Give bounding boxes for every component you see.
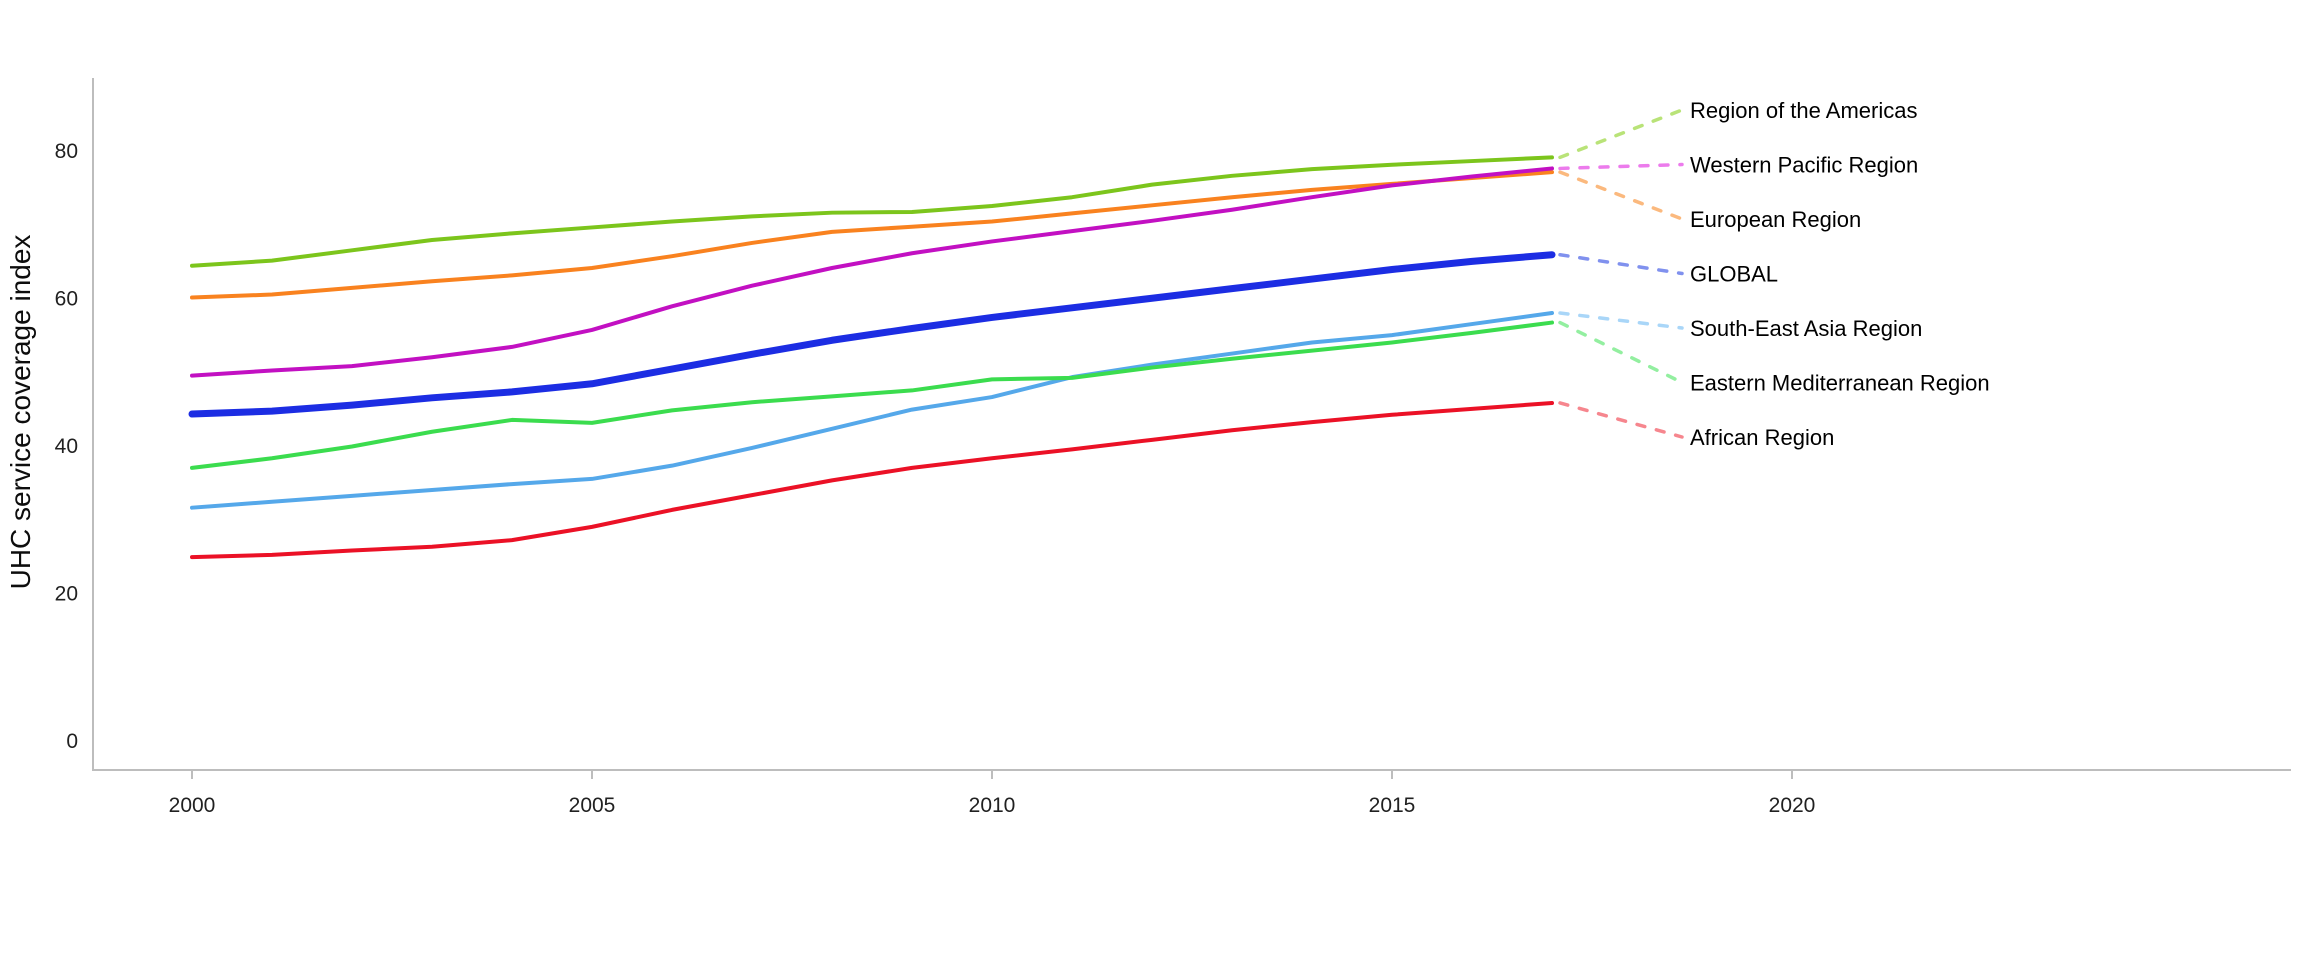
axes (92, 78, 2291, 771)
x-tick-label: 2000 (169, 794, 216, 817)
series-label-1: Region of the Americas (1690, 98, 1917, 123)
y-tick-label: 0 (66, 730, 78, 753)
series-line-5 (190, 310, 1554, 510)
leader-line-6 (1558, 320, 1684, 385)
leader-line-1 (1558, 108, 1684, 160)
y-tick-label: 60 (55, 288, 78, 311)
y-axis-ticks: 0 20 40 60 80 (55, 140, 78, 753)
series-label-6: Eastern Mediterranean Region (1690, 371, 1990, 396)
series-line-6 (190, 320, 1554, 470)
y-tick-label: 40 (55, 435, 78, 458)
series-lines (188, 155, 1556, 560)
series-line-4 (188, 251, 1556, 418)
x-tick-label: 2010 (969, 794, 1016, 817)
series-line-2 (190, 166, 1554, 378)
y-axis-title: UHC service coverage index (5, 235, 36, 590)
series-line-7 (190, 400, 1554, 560)
series-line-3 (190, 170, 1554, 300)
leader-line-3 (1558, 170, 1684, 221)
x-tick-label: 2015 (1369, 794, 1416, 817)
series-label-3: European Region (1690, 207, 1861, 232)
leader-line-7 (1558, 401, 1684, 439)
leader-line-4 (1558, 252, 1684, 276)
x-axis-ticks: 2000 2005 2010 2015 2020 (169, 770, 1816, 817)
x-tick-label: 2005 (569, 794, 616, 817)
x-tick-label: 2020 (1769, 794, 1816, 817)
leader-lines (1558, 108, 1684, 439)
series-label-7: African Region (1690, 425, 1834, 450)
leader-line-5 (1558, 311, 1684, 330)
series-label-4: GLOBAL (1690, 262, 1778, 287)
series-labels: Region of the Americas Western Pacific Re… (1690, 98, 1990, 450)
series-label-2: Western Pacific Region (1690, 153, 1918, 178)
leader-line-2 (1558, 162, 1684, 171)
series-label-5: South-East Asia Region (1690, 316, 1922, 341)
y-tick-label: 80 (55, 140, 78, 163)
series-line-1 (190, 155, 1554, 268)
y-tick-label: 20 (55, 583, 78, 606)
